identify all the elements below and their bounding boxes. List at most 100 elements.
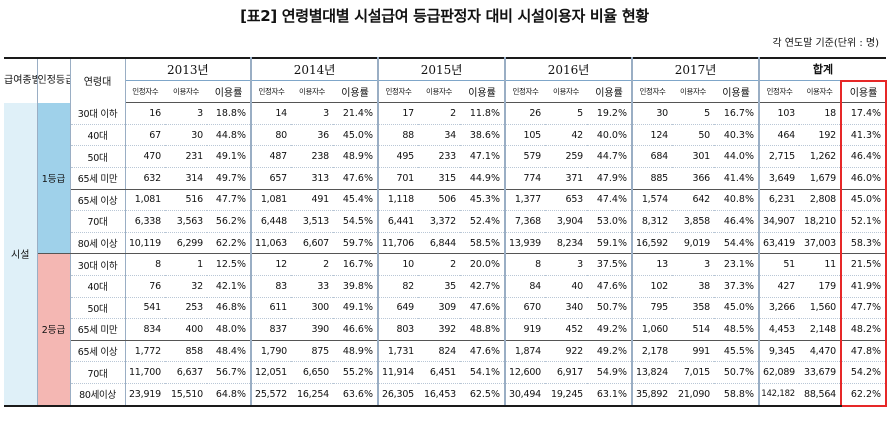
certified-cell: 649 [378,297,419,320]
stats-table: 급여종별인정등급연령대2013년2014년2015년2016년2017년합계인정… [4,57,888,407]
header-sub-rate: 이용률 [460,80,507,104]
table-title: [표2] 연령별대별 시설급여 등급판정자 대비 시설이용자 비율 현황 [240,7,649,25]
certified-cell: 103 [759,102,800,125]
users-cell: 991 [672,340,715,363]
certified-cell: 11,700 [125,361,165,384]
users-cell: 42 [545,124,588,147]
rate-cell: 19.2% [587,102,634,125]
certified-cell: 80 [251,124,292,147]
rate-cell: 41.3% [840,124,888,147]
age-cell: 70대 [70,210,126,233]
users-cell: 2 [291,253,334,276]
users-cell: 516 [165,189,207,212]
users-cell: 452 [545,318,588,341]
rate-cell: 62.5% [460,383,507,407]
rate-cell: 56.2% [207,210,253,233]
certified-cell: 427 [759,275,800,298]
users-cell: 33 [291,275,334,298]
users-cell: 15,510 [165,383,207,407]
benefit-type-cell: 시설 [4,102,38,407]
rate-cell: 11.8% [460,102,507,125]
rate-cell: 18.8% [207,102,253,125]
users-cell: 88,564 [799,383,842,407]
certified-cell: 1,731 [378,340,419,363]
users-cell: 824 [418,340,461,363]
certified-cell: 8 [505,253,546,276]
certified-cell: 632 [125,167,165,190]
table-row: 2등급 30대 이하 8 1 12.5% 12 2 16.7% 10 2 20.0% 8 3 37.5% 1… [4,253,888,407]
users-cell: 300 [291,297,334,320]
certified-cell: 13,824 [632,361,673,384]
rate-cell: 44.0% [714,145,761,168]
certified-cell: 8 [125,253,165,276]
certified-cell: 670 [505,297,546,320]
age-cell: 65세 미만 [70,318,126,341]
users-cell: 390 [291,318,334,341]
table-row: 50대 541 253 46.8% 611 300 49.1% 649 309 47.6% 670 3… [4,297,888,320]
users-cell: 38 [672,275,715,298]
header-sub-rate: 이용률 [587,80,634,104]
header-sub-certified: 인정자수 [125,80,165,104]
users-cell: 922 [545,340,588,363]
rate-cell: 50.7% [587,297,634,320]
users-cell: 2,808 [799,189,842,212]
age-cell: 40대 [70,124,126,147]
users-cell: 259 [545,145,588,168]
certified-cell: 12 [251,253,292,276]
age-cell: 65세 이상 [70,189,126,212]
rate-cell: 50.7% [714,361,761,384]
rate-cell: 49.7% [207,167,253,190]
users-cell: 11 [799,253,842,276]
users-cell: 36 [291,124,334,147]
certified-cell: 30,494 [505,383,546,407]
users-cell: 506 [418,189,461,212]
header-sub-certified: 인정자수 [378,80,419,104]
users-cell: 21,090 [672,383,715,407]
rate-cell: 62.2% [840,383,888,407]
rate-cell: 44.8% [207,124,253,147]
users-cell: 858 [165,340,207,363]
users-cell: 1 [165,253,207,276]
header-sub-rate: 이용률 [714,80,761,104]
rate-cell: 41.9% [840,275,888,298]
certified-cell: 62,089 [759,361,800,384]
certified-cell: 10,119 [125,232,165,255]
certified-cell: 470 [125,145,165,168]
certified-cell: 1,874 [505,340,546,363]
rate-cell: 56.7% [207,361,253,384]
header-age: 연령대 [70,57,126,103]
header-sub-rate: 이용률 [207,80,253,104]
table-row: 65세 이상 1,772 858 48.4% 1,790 875 48.9% 1,731 824… [4,340,888,363]
certified-cell: 885 [632,167,673,190]
header-sub-users: 이용자수 [418,80,461,104]
rate-cell: 44.9% [460,167,507,190]
rate-cell: 48.0% [207,318,253,341]
users-cell: 4,470 [799,340,842,363]
grade-cell: 1등급 [37,102,71,255]
certified-cell: 11,063 [251,232,292,255]
certified-cell: 30 [632,102,673,125]
rate-cell: 37.5% [587,253,634,276]
table-row: 65세 미만 632 314 49.7% 657 313 47.6% 701 315 44.9% 7… [4,167,888,190]
header-sub-users: 이용자수 [165,80,207,104]
rate-cell: 59.7% [333,232,380,255]
table-row: 40대 67 30 44.8% 80 36 45.0% 88 34 38.6% 105 42 40.0%… [4,124,888,147]
users-cell: 6,607 [291,232,334,255]
users-cell: 231 [165,145,207,168]
rate-cell: 54.4% [714,232,761,255]
certified-cell: 14 [251,102,292,125]
rate-cell: 49.2% [587,318,634,341]
certified-cell: 684 [632,145,673,168]
table-row: 70대 11,700 6,637 56.7% 12,051 6,650 55.2% 11,91… [4,361,888,384]
certified-cell: 26,305 [378,383,419,407]
age-cell: 65세 미만 [70,167,126,190]
users-cell: 3 [291,102,334,125]
users-cell: 3 [672,253,715,276]
rate-cell: 58.5% [460,232,507,255]
users-cell: 514 [672,318,715,341]
certified-cell: 487 [251,145,292,168]
rate-cell: 42.7% [460,275,507,298]
users-cell: 314 [165,167,207,190]
users-cell: 491 [291,189,334,212]
header-year: 합계 [759,57,887,82]
